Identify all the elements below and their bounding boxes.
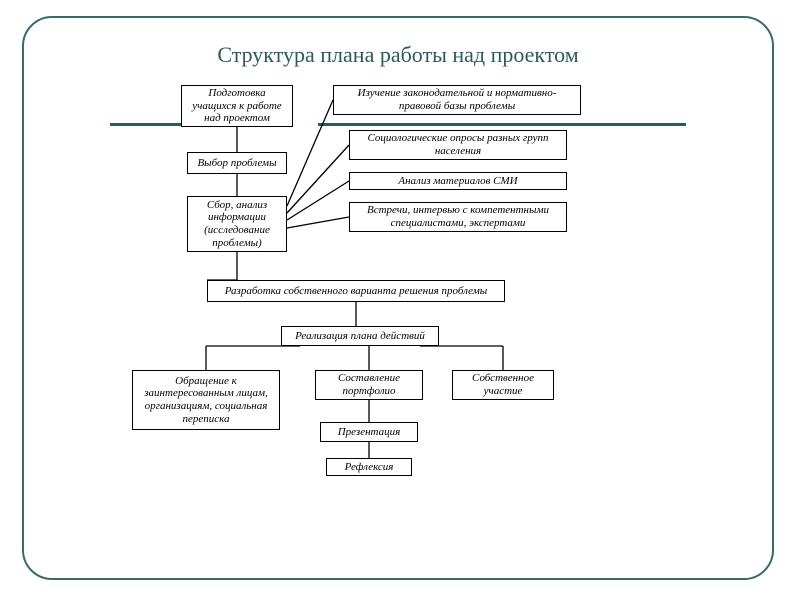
node-n11: Составление портфолио (315, 370, 423, 400)
node-n8: Разработка собственного варианта решения… (207, 280, 505, 302)
node-n14: Рефлексия (326, 458, 412, 476)
node-n5: Социологические опросы разных групп насе… (349, 130, 567, 160)
node-n1: Подготовка учащихся к работе над проекто… (181, 85, 293, 127)
node-n12: Собственное участие (452, 370, 554, 400)
node-n9: Реализация плана действий (281, 326, 439, 346)
accent-line-right (318, 123, 686, 126)
node-n4: Изучение законодательной и нормативно-пр… (333, 85, 581, 115)
node-n10: Обращение к заинтересованным лицам, орга… (132, 370, 280, 430)
node-n13: Презентация (320, 422, 418, 442)
node-n2: Выбор проблемы (187, 152, 287, 174)
node-n7: Встречи, интервью с компетентными специа… (349, 202, 567, 232)
node-n6: Анализ материалов СМИ (349, 172, 567, 190)
node-n3: Сбор, анализ информации (исследование пр… (187, 196, 287, 252)
slide-title: Структура плана работы над проектом (24, 42, 772, 68)
